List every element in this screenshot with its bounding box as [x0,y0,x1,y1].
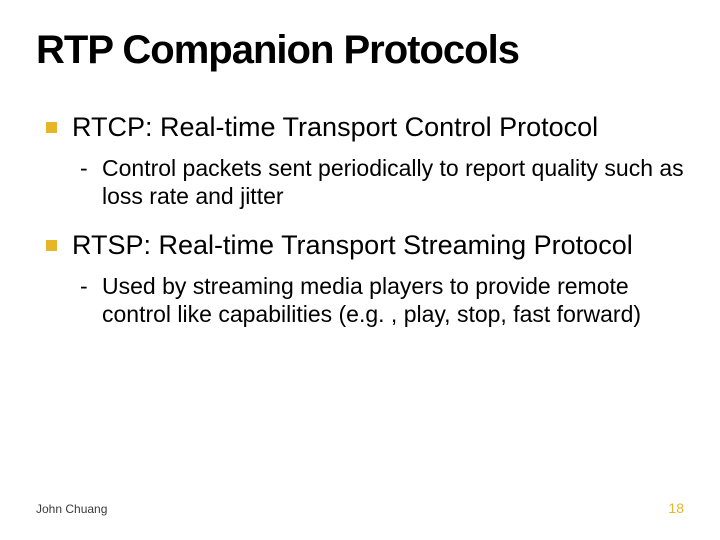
subbullet-text: Control packets sent periodically to rep… [102,155,684,209]
slide-title: RTP Companion Protocols [36,28,684,72]
subbullet-rtcp-desc: - Control packets sent periodically to r… [42,154,684,210]
footer-page-number: 18 [668,500,684,516]
dash-bullet-icon: - [80,154,88,182]
bullet-text: RTSP: Real-time Transport Streaming Prot… [72,230,633,260]
slide: RTP Companion Protocols RTCP: Real-time … [0,0,720,540]
subbullet-rtsp-desc: - Used by streaming media players to pro… [42,272,684,328]
bullet-rtsp: RTSP: Real-time Transport Streaming Prot… [42,230,684,262]
bullet-text: RTCP: Real-time Transport Control Protoc… [72,112,598,142]
subbullet-text: Used by streaming media players to provi… [102,273,641,327]
slide-footer: John Chuang 18 [36,500,684,516]
square-bullet-icon [46,240,57,251]
dash-bullet-icon: - [80,272,88,300]
bullet-rtcp: RTCP: Real-time Transport Control Protoc… [42,112,684,144]
footer-author: John Chuang [36,502,107,516]
square-bullet-icon [46,122,57,133]
slide-content: RTCP: Real-time Transport Control Protoc… [36,112,684,328]
